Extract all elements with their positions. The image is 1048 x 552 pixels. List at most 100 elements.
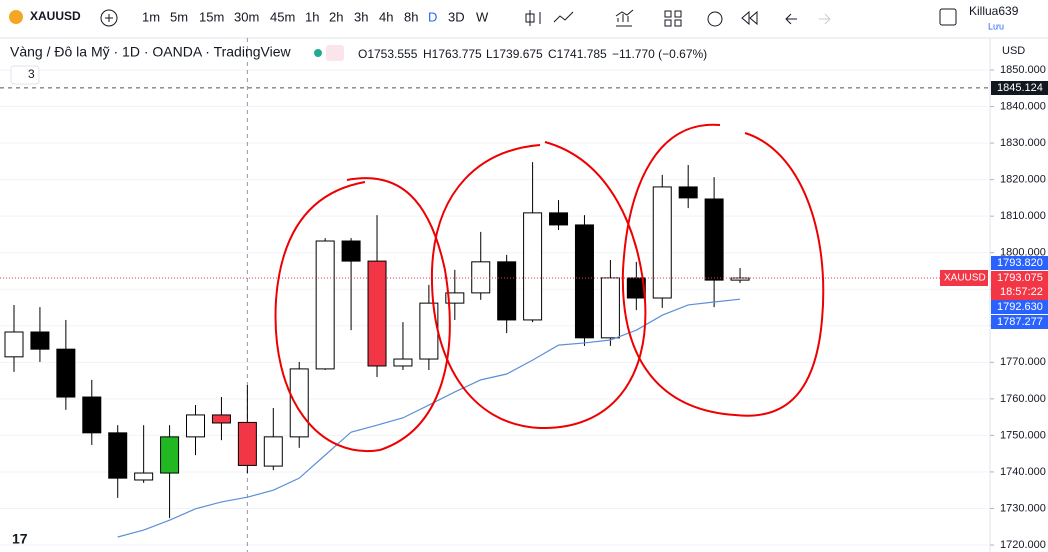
candle-body <box>704 198 724 281</box>
candle-body <box>523 212 543 321</box>
candle-body <box>186 414 206 438</box>
candle-body <box>341 240 361 262</box>
candle-body <box>367 260 387 367</box>
price-label-bg <box>991 256 1048 270</box>
indicators-icon[interactable] <box>615 9 634 27</box>
interval[interactable]: 3h <box>354 9 368 24</box>
price-label: 1793.820 <box>997 257 1043 269</box>
status-badge <box>326 45 344 61</box>
interval[interactable]: 15m <box>199 9 224 24</box>
ohlc-close: C1741.785 <box>548 47 607 61</box>
y-tick-label: 1720.000 <box>1000 539 1046 551</box>
annotation-circle <box>430 141 647 430</box>
currency[interactable]: USD <box>1002 45 1025 57</box>
interval[interactable]: 1h <box>305 9 319 24</box>
chart-title: Vàng / Đô la Mỹ · 1D · OANDA · TradingVi… <box>10 44 292 60</box>
interval[interactable]: 30m <box>234 9 259 24</box>
ohlc-high: H1763.775 <box>423 47 482 61</box>
candle-body <box>549 212 569 226</box>
y-tick-label: 1830.000 <box>1000 137 1046 149</box>
candle-body <box>82 396 102 434</box>
y-tick-label: 1800.000 <box>1000 247 1046 259</box>
ohlc-change: −11.770 (−0.67%) <box>612 47 707 61</box>
y-tick-label: 1730.000 <box>1000 502 1046 514</box>
candle-body <box>263 436 283 467</box>
username[interactable]: Killua639 <box>969 4 1019 18</box>
interval[interactable]: 4h <box>379 9 393 24</box>
y-tick-label: 1740.000 <box>1000 466 1046 478</box>
y-tick-label: 1810.000 <box>1000 210 1046 222</box>
replay-icon[interactable] <box>741 10 758 26</box>
candle-body <box>730 277 750 281</box>
y-tick-label: 1850.000 <box>1000 64 1046 76</box>
alert-icon[interactable] <box>707 11 723 27</box>
interval[interactable]: D <box>428 9 437 24</box>
annotation-circle <box>621 123 825 417</box>
interval[interactable]: W <box>476 9 489 24</box>
fullscreen[interactable] <box>939 8 957 26</box>
indicator-count: 3 <box>28 67 35 81</box>
interval[interactable]: 8h <box>404 9 418 24</box>
price-label-bg <box>991 81 1048 95</box>
interval[interactable]: 2h <box>329 9 343 24</box>
interval[interactable]: 45m <box>270 9 295 24</box>
y-tick-label: 1750.000 <box>1000 429 1046 441</box>
add-icon <box>105 14 113 22</box>
ohlc-open: O1753.555 <box>358 47 418 61</box>
price-label: 1787.277 <box>997 316 1043 328</box>
save[interactable]: Lưu <box>988 21 1004 31</box>
interval[interactable]: 5m <box>170 9 188 24</box>
ohlc-low: L1739.675 <box>486 47 543 61</box>
redo[interactable] <box>819 13 831 25</box>
symbol-tag-bg <box>940 270 988 287</box>
candle-body <box>574 224 594 339</box>
candle-body <box>56 348 76 398</box>
price-label: 1793.075 <box>997 272 1043 284</box>
candle-body <box>497 261 517 321</box>
candle-body <box>160 436 180 474</box>
line-icon[interactable] <box>553 11 574 23</box>
symbol-icon[interactable] <box>9 10 23 24</box>
toolbar <box>0 0 1048 38</box>
candle-body <box>108 432 128 479</box>
candle-body <box>211 414 231 424</box>
price-label-bg <box>991 315 1048 329</box>
price-label: 1845.124 <box>997 82 1043 94</box>
candle-body <box>289 368 309 438</box>
tv-logo: 17 <box>12 531 28 547</box>
y-tick-label: 1770.000 <box>1000 356 1046 368</box>
layout-icon[interactable] <box>664 10 682 27</box>
symbol-tag: XAUUSD <box>944 273 986 284</box>
y-tick-label: 1760.000 <box>1000 393 1046 405</box>
candle-body <box>471 261 491 294</box>
candle-body <box>678 186 698 199</box>
undo[interactable] <box>785 13 797 25</box>
price-label: 1792.630 <box>997 301 1043 313</box>
candle-body <box>600 277 620 339</box>
candle-body <box>134 472 154 481</box>
add-symbol[interactable] <box>100 9 118 27</box>
interval[interactable]: 3D <box>448 9 465 24</box>
indicator-toggle[interactable] <box>10 65 40 85</box>
price-label-bg <box>991 271 1048 301</box>
y-tick-label: 1840.000 <box>1000 100 1046 112</box>
moving-average <box>117 298 741 538</box>
annotation-circle <box>274 177 451 453</box>
y-tick-label: 1820.000 <box>1000 174 1046 186</box>
candle-body <box>393 358 413 367</box>
candle-body <box>445 292 465 304</box>
chart-type-icon[interactable] <box>525 10 541 26</box>
countdown: 18:57:22 <box>1000 286 1043 298</box>
candle-body <box>419 302 439 360</box>
candle-body <box>237 421 257 466</box>
candle-body <box>30 331 50 350</box>
candle-body <box>4 331 24 358</box>
symbol[interactable]: XAUUSD <box>30 9 81 23</box>
candle-body <box>652 186 672 299</box>
interval[interactable]: 1m <box>142 9 160 24</box>
price-label-bg <box>991 300 1048 314</box>
candle-body <box>315 240 335 370</box>
status-dot <box>314 49 322 57</box>
